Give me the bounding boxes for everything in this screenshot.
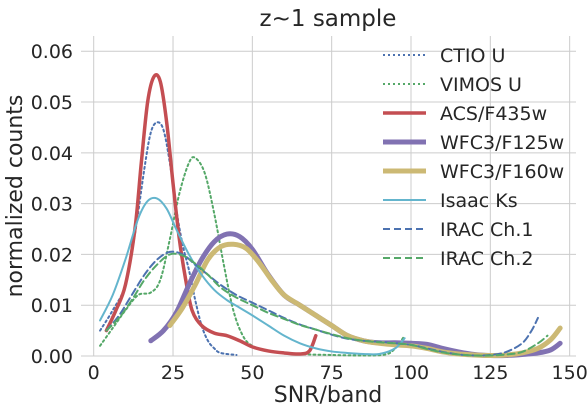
series-line-vimos-u bbox=[99, 156, 406, 357]
chart-title: z~1 sample bbox=[260, 6, 397, 32]
x-tick-label: 125 bbox=[472, 362, 508, 384]
y-axis-label: normalized counts bbox=[3, 95, 28, 298]
x-tick-label: 50 bbox=[240, 362, 264, 384]
series-layer bbox=[99, 73, 563, 359]
grid-lines bbox=[81, 36, 576, 357]
legend-item-vimos-u: VIMOS U bbox=[383, 74, 522, 96]
legend-label: WFC3/F125w bbox=[440, 132, 564, 154]
series-line-acs-f435w bbox=[104, 73, 318, 356]
legend-item-ctio-u: CTIO U bbox=[383, 45, 505, 67]
legend: CTIO U VIMOS U ACS/F435w WFC3/F125w WFC3/F16… bbox=[383, 45, 564, 270]
legend-label: IRAC Ch.2 bbox=[440, 248, 533, 270]
y-tick-label: 0.06 bbox=[31, 41, 73, 63]
legend-item-wfc3-f160w: WFC3/F160w bbox=[383, 161, 564, 183]
x-tick-label: 75 bbox=[320, 362, 344, 384]
y-tick-label: 0.03 bbox=[31, 194, 73, 216]
y-tick-label: 0.05 bbox=[31, 92, 73, 114]
x-tick-label: 25 bbox=[161, 362, 185, 384]
legend-item-irac-ch-2: IRAC Ch.2 bbox=[383, 248, 533, 270]
legend-item-acs-f435w: ACS/F435w bbox=[383, 103, 547, 125]
legend-label: IRAC Ch.1 bbox=[440, 219, 533, 241]
y-tick-label: 0.02 bbox=[31, 244, 73, 266]
y-tick-label: 0.00 bbox=[31, 346, 73, 368]
legend-item-wfc3-f125w: WFC3/F125w bbox=[383, 132, 564, 154]
legend-label: WFC3/F160w bbox=[440, 161, 564, 183]
y-tick-label: 0.04 bbox=[31, 143, 73, 165]
legend-item-irac-ch-1: IRAC Ch.1 bbox=[383, 219, 533, 241]
series-line-isaac-ks bbox=[99, 196, 406, 356]
legend-label: Isaac Ks bbox=[440, 190, 518, 212]
y-tick-label: 0.01 bbox=[31, 295, 73, 317]
series-line-irac-ch-2 bbox=[105, 252, 549, 357]
y-axis-ticks: 0.00 0.01 0.02 0.03 0.04 0.05 0.06 bbox=[31, 41, 73, 368]
x-tick-label: 0 bbox=[88, 362, 100, 384]
legend-item-isaac-ks: Isaac Ks bbox=[383, 190, 518, 212]
legend-label: CTIO U bbox=[440, 45, 505, 67]
x-axis-ticks: 0 25 50 75 100 125 150 bbox=[88, 362, 588, 384]
x-tick-label: 100 bbox=[393, 362, 429, 384]
x-axis-label: SNR/band bbox=[274, 383, 382, 408]
legend-label: ACS/F435w bbox=[440, 103, 547, 125]
x-tick-label: 150 bbox=[552, 362, 588, 384]
legend-label: VIMOS U bbox=[440, 74, 522, 96]
